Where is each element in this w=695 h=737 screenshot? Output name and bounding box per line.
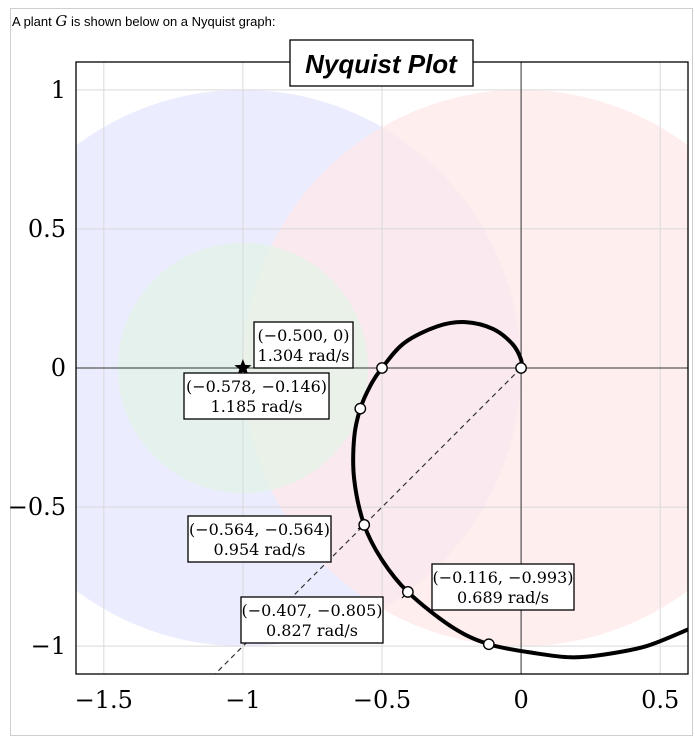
point-label-freq-3: 0.954 rad/s [214,540,306,559]
y-tick-label-4: −1 [31,632,66,660]
point-label-freq-4: 0.827 rad/s [266,621,358,640]
chart-title-box: Nyquist Plot [289,39,474,87]
curve-point-marker-0 [515,362,527,374]
point-label-coord-5: (−0.116, −0.993) [432,568,573,587]
y-tick-label-1: 0.5 [28,215,66,243]
point-label-coord-2: (−0.578, −0.146) [186,377,327,396]
point-label-coord-3: (−0.564, −0.564) [189,520,330,539]
marked-points [354,362,527,651]
x-tick-label-3: 0 [513,686,528,714]
y-tick-label-0: 1 [51,76,66,104]
tick-labels: −1.5 −1 −0.5 0 0.5 1 0.5 0 −0.5 −1 [8,76,680,714]
content-frame [10,8,693,736]
x-tick-label-1: −1 [225,686,260,714]
x-tick-label-4: 0.5 [641,686,679,714]
critical-point [234,359,252,376]
intro-prefix: A plant [12,14,56,29]
nyquist-curve-line [351,320,688,660]
y-tick-label-3: −0.5 [8,493,66,521]
intro-text: A plant G is shown below on a Nyquist gr… [12,12,275,30]
point-labels: (−0.500, 0)1.304 rad/s (−0.578, −0.146)1.… [183,321,575,644]
point-label-freq-2: 1.185 rad/s [211,397,303,416]
curve-point-marker-5 [482,638,495,651]
point-label-box-1 [253,321,354,369]
plant-variable: G [55,12,68,30]
curve-point-marker-4 [401,586,414,598]
point-label-box-5 [431,563,575,611]
curve-point-marker-1 [376,362,388,374]
x-tick-label-2: −0.5 [353,686,411,714]
critical-point-star-icon [234,359,252,376]
y-tick-label-2: 0 [51,354,66,382]
point-label-box-3 [187,515,332,563]
intro-suffix: is shown below on a Nyquist graph: [67,14,276,29]
chart-title: Nyquist Plot [305,49,458,79]
x-tick-label-0: −1.5 [75,686,133,714]
point-label-freq-5: 0.689 rad/s [457,588,549,607]
curve-point-marker-2 [354,402,367,415]
point-label-coord-4: (−0.407, −0.805) [241,601,382,620]
curve-point-marker-3 [358,518,371,531]
point-label-box-2 [183,372,330,420]
point-label-coord-1: (−0.500, 0) [257,326,349,345]
nyquist-curve [351,320,688,660]
point-label-freq-1: 1.304 rad/s [258,346,350,365]
point-label-box-4 [240,596,384,644]
